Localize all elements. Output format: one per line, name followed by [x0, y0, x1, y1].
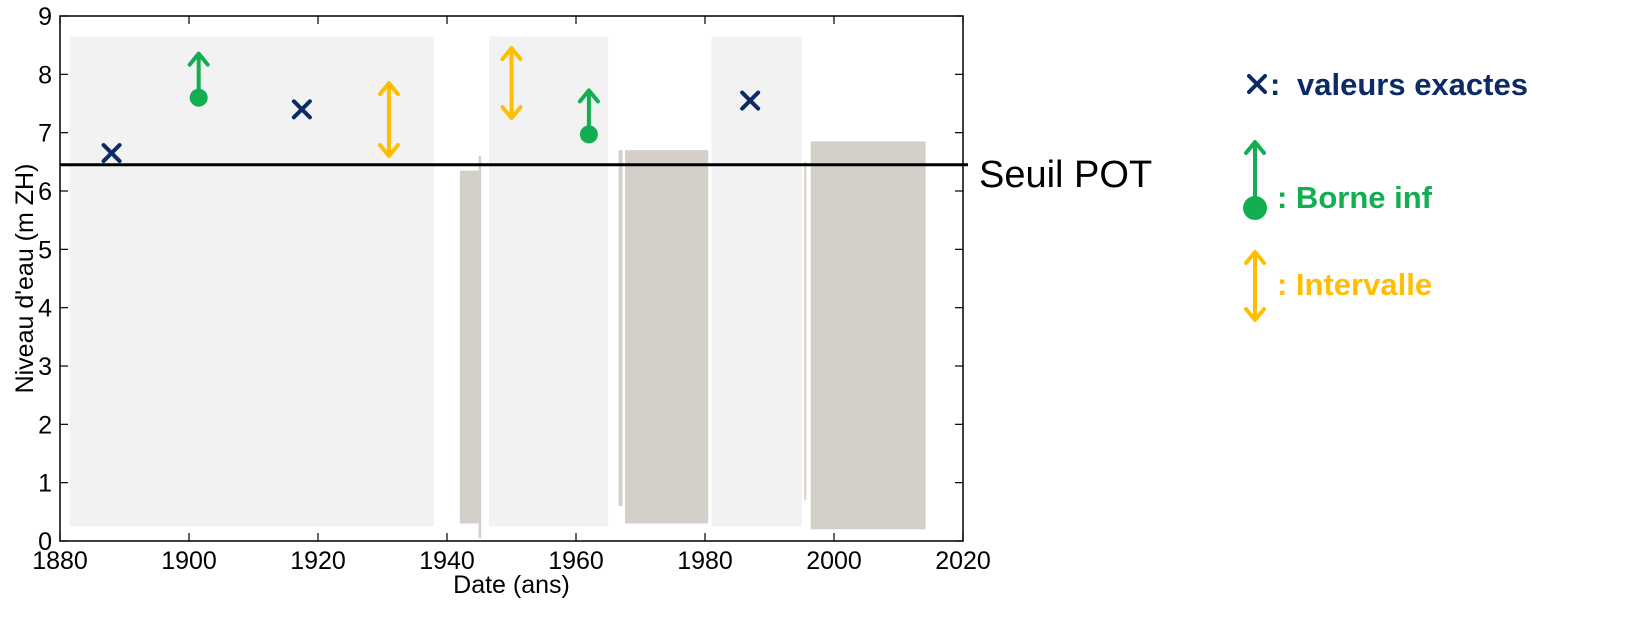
historic-markers	[101, 46, 761, 164]
arrow-head	[500, 105, 523, 121]
x-tick-label: 1900	[161, 547, 217, 575]
gauge-record-band	[625, 150, 709, 524]
interval-marker	[500, 46, 523, 121]
cross-stroke	[291, 99, 312, 120]
x-tick-label: 1960	[548, 547, 604, 575]
y-tick-label: 1	[38, 470, 52, 498]
cross-stroke	[1247, 74, 1267, 94]
legend-cross-marker	[1247, 74, 1267, 94]
x-tick-label: 1940	[419, 547, 475, 575]
y-tick-label: 5	[38, 236, 52, 264]
y-tick-label: 2	[38, 411, 52, 439]
y-tick-label: 3	[38, 353, 52, 381]
y-tick-label: 0	[38, 528, 52, 556]
y-tick-label: 4	[38, 295, 52, 323]
x-tick-label: 1980	[677, 547, 733, 575]
arrow-up-dot-icon	[1243, 140, 1267, 220]
arrow-head	[1244, 250, 1266, 265]
gauge-record-band	[478, 156, 482, 539]
x-tick-label: 1920	[290, 547, 346, 575]
legend-interval-marker	[1244, 250, 1266, 322]
exact-value-marker	[291, 99, 312, 120]
arrow-head	[187, 51, 210, 67]
historic-period	[69, 36, 435, 527]
x-tick-label: 2020	[935, 547, 991, 575]
double-arrow-icon	[1244, 250, 1266, 322]
y-tick-label: 7	[38, 120, 52, 148]
exact-value-marker	[740, 90, 761, 111]
gauge-record-band	[804, 161, 807, 501]
historic-period	[711, 36, 802, 527]
plot-frame	[59, 15, 964, 542]
arrow-head	[1244, 140, 1266, 155]
x-tick-label: 2000	[806, 547, 862, 575]
arrow-head	[377, 81, 400, 97]
lower-bound-marker	[187, 51, 210, 107]
historic-periods	[69, 36, 802, 527]
cross-stroke	[101, 143, 122, 164]
arrow-head	[377, 143, 400, 158]
legend-exact-colon: :	[1270, 67, 1280, 102]
lower-bound-dot	[189, 88, 208, 107]
x-axis-title: Date (ans)	[453, 571, 570, 599]
y-tick-label: 9	[38, 3, 52, 31]
gauge-record-band	[810, 141, 926, 530]
interval-marker	[377, 81, 400, 158]
gauge-record-band	[618, 150, 623, 506]
legend-lower-bound-label: : Borne inf	[1277, 180, 1433, 215]
arrow-head	[1244, 307, 1266, 322]
y-axis-title: Niveau d'eau (m ZH)	[11, 164, 39, 394]
legend-interval-label: : Intervalle	[1277, 267, 1432, 302]
lower-bound-marker	[577, 88, 600, 144]
y-tick-label: 6	[38, 178, 52, 206]
gauge-record-band	[459, 170, 479, 524]
lower-bound-dot	[1243, 196, 1267, 220]
lower-bound-dot	[579, 125, 598, 144]
legend-exact-label: valeurs exactes	[1297, 67, 1528, 102]
exact-value-marker	[101, 143, 122, 164]
legend: : valeurs exactes : Borne inf : Interval…	[1243, 67, 1528, 322]
legend-lower-bound-marker	[1243, 140, 1267, 220]
threshold-label: Seuil POT	[979, 154, 1152, 196]
arrow-head	[577, 88, 600, 104]
arrow-head	[500, 46, 523, 62]
cross-icon	[1247, 74, 1267, 94]
gauge-records	[459, 141, 926, 539]
cross-stroke	[740, 90, 761, 111]
x-tick-label: 1880	[32, 547, 88, 575]
y-tick-label: 8	[38, 61, 52, 89]
axis-ticks: 1880 1900 1920 1940 1960 1980 2000 2020 0 1 2 3 4 5 6 7…	[32, 3, 991, 575]
